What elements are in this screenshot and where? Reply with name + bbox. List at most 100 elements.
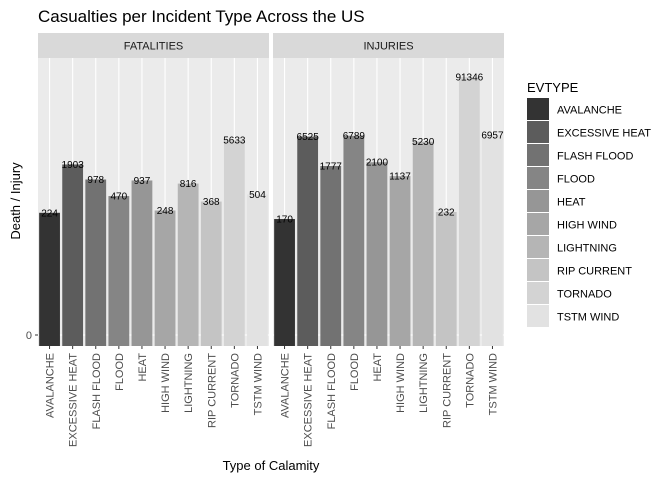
legend-swatch bbox=[527, 98, 549, 120]
bar-excessive-heat bbox=[297, 136, 319, 346]
x-tick-label: AVALANCHE bbox=[45, 353, 57, 418]
bar-high-wind bbox=[154, 210, 176, 346]
legend-item: HIGH WIND bbox=[527, 213, 617, 235]
legend-label: TSTM WIND bbox=[557, 312, 619, 324]
bar-flash-flood bbox=[85, 179, 107, 346]
data-label: 170 bbox=[276, 215, 293, 226]
bar-avalanche bbox=[39, 212, 60, 346]
legend-swatch bbox=[527, 259, 549, 281]
data-label: 1903 bbox=[62, 160, 85, 171]
data-label: 937 bbox=[134, 176, 151, 187]
data-label: 1137 bbox=[389, 172, 411, 183]
data-label: 224 bbox=[41, 208, 58, 219]
bar-flood bbox=[108, 196, 130, 346]
legend-label: HIGH WIND bbox=[557, 220, 617, 232]
legend: EVTYPE AVALANCHE EXCESSIVE HEAT FLASH FLOO… bbox=[527, 80, 651, 327]
data-label: 816 bbox=[180, 179, 197, 190]
data-label: 978 bbox=[87, 175, 104, 186]
legend-label: RIP CURRENT bbox=[557, 266, 632, 278]
legend-item: RIP CURRENT bbox=[527, 259, 632, 281]
x-tick-label: EXCESSIVE HEAT bbox=[68, 353, 80, 447]
x-tick-label: RIP CURRENT bbox=[441, 353, 453, 428]
data-label: 504 bbox=[249, 190, 266, 201]
chart-title: Casualties per Incident Type Across the … bbox=[38, 7, 365, 26]
bar-rip-current bbox=[435, 211, 457, 346]
legend-item: FLOOD bbox=[527, 167, 595, 189]
bar-heat bbox=[366, 162, 388, 346]
data-label: 2100 bbox=[366, 158, 389, 169]
bar-tornado bbox=[458, 77, 480, 347]
facet-strip bbox=[38, 33, 269, 58]
facet-strip bbox=[273, 33, 504, 58]
x-tick-label: HEAT bbox=[372, 353, 384, 382]
data-label: 232 bbox=[438, 207, 455, 218]
x-tick-label: FLOOD bbox=[349, 353, 361, 391]
legend-item: LIGHTNING bbox=[527, 236, 617, 258]
data-label: 6789 bbox=[343, 131, 366, 142]
data-label: 470 bbox=[111, 192, 128, 203]
x-tick-label: TSTM WIND bbox=[252, 353, 264, 415]
legend-label: FLOOD bbox=[557, 174, 595, 186]
x-tick-label: EXCESSIVE HEAT bbox=[303, 353, 315, 447]
x-tick-label: LIGHTNING bbox=[183, 353, 195, 413]
bar-high-wind bbox=[389, 176, 411, 346]
x-tick-label: FLASH FLOOD bbox=[91, 353, 103, 429]
data-label: 6525 bbox=[297, 132, 320, 143]
x-axis-title: Type of Calamity bbox=[223, 458, 320, 473]
legend-swatch bbox=[527, 167, 549, 189]
legend-swatch bbox=[527, 190, 549, 212]
legend-item: TORNADO bbox=[527, 282, 612, 304]
x-tick-label: HIGH WIND bbox=[160, 353, 172, 413]
legend-label: HEAT bbox=[557, 197, 586, 209]
x-tick-label: FLASH FLOOD bbox=[326, 353, 338, 429]
bar-flash-flood bbox=[320, 166, 342, 346]
data-label: 1777 bbox=[320, 162, 343, 173]
legend-swatch bbox=[527, 144, 549, 166]
bar-tstm-wind bbox=[482, 135, 503, 346]
data-label: 5230 bbox=[412, 137, 435, 148]
bar-tstm-wind bbox=[247, 194, 268, 346]
legend-swatch bbox=[527, 121, 549, 143]
legend-swatch bbox=[527, 282, 549, 304]
legend-label: LIGHTNING bbox=[557, 243, 617, 255]
legend-swatch bbox=[527, 305, 549, 327]
x-tick-label: LIGHTNING bbox=[418, 353, 430, 413]
x-tick-label: FLOOD bbox=[114, 353, 126, 391]
bar-excessive-heat bbox=[62, 164, 84, 346]
bar-tornado bbox=[223, 139, 245, 346]
x-tick-label: AVALANCHE bbox=[280, 353, 292, 418]
data-label: 6957 bbox=[481, 131, 504, 142]
bar-rip-current bbox=[200, 201, 222, 346]
legend-item: HEAT bbox=[527, 190, 586, 212]
bar-lightning bbox=[412, 141, 434, 346]
legend-item: TSTM WIND bbox=[527, 305, 619, 327]
x-tick-label: TSTM WIND bbox=[487, 353, 499, 415]
facet-label: FATALITIES bbox=[124, 41, 184, 53]
x-tick-label: TORNADO bbox=[464, 353, 476, 408]
legend-title: EVTYPE bbox=[527, 80, 579, 95]
y-axis: 0 bbox=[26, 330, 38, 342]
x-tick-label: HEAT bbox=[137, 353, 149, 382]
x-tick-label: HIGH WIND bbox=[395, 353, 407, 413]
bar-flood bbox=[343, 135, 365, 346]
bar-avalanche bbox=[274, 219, 295, 346]
y-axis-title: Death / Injury bbox=[8, 162, 23, 240]
data-label: 248 bbox=[157, 206, 174, 217]
legend-label: FLASH FLOOD bbox=[557, 151, 633, 163]
bar-lightning bbox=[177, 183, 199, 346]
data-label: 368 bbox=[203, 197, 220, 208]
bar-heat bbox=[131, 180, 153, 346]
legend-label: EXCESSIVE HEAT bbox=[557, 128, 651, 140]
facet-label: INJURIES bbox=[363, 41, 413, 53]
legend-swatch bbox=[527, 236, 549, 258]
x-tick-label: RIP CURRENT bbox=[206, 353, 218, 428]
legend-swatch bbox=[527, 213, 549, 235]
y-tick-label: 0 bbox=[26, 330, 32, 342]
legend-item: FLASH FLOOD bbox=[527, 144, 633, 166]
legend-item: EXCESSIVE HEAT bbox=[527, 121, 651, 143]
legend-label: TORNADO bbox=[557, 289, 612, 301]
